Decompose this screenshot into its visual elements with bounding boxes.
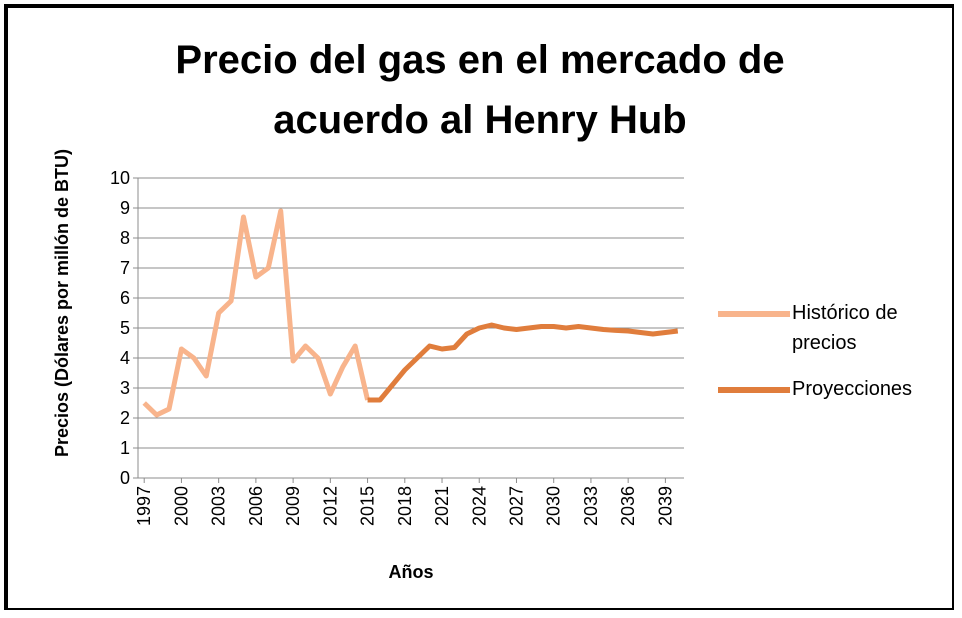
y-tick-label: 10	[110, 168, 130, 188]
y-tick-label: 7	[120, 258, 130, 278]
legend-label: Histórico de precios	[792, 302, 898, 354]
y-tick-label: 5	[120, 318, 130, 338]
x-tick-label: 2033	[581, 486, 601, 526]
x-tick-label: 2006	[246, 486, 266, 526]
x-tick-label: 2012	[320, 486, 340, 526]
y-tick-label: 0	[120, 468, 130, 488]
x-tick-label: 2021	[432, 486, 452, 526]
x-tick-label: 2036	[618, 486, 638, 526]
x-tick-label: 1997	[134, 486, 154, 526]
y-tick-label: 9	[120, 198, 130, 218]
y-axis-title: Precios (Dólares por millón de BTU)	[52, 149, 72, 457]
x-tick-label: 2003	[209, 486, 229, 526]
x-tick-label: 2018	[395, 486, 415, 526]
y-tick-label: 3	[120, 378, 130, 398]
data-line	[142, 208, 371, 418]
legend-label: Proyecciones	[792, 378, 913, 400]
x-axis-title: Años	[389, 562, 434, 582]
x-tick-label: 2015	[358, 486, 378, 526]
chart-title: Precio del gas en el mercado de acuerdo …	[175, 38, 785, 142]
x-tick-label: 2024	[469, 486, 489, 526]
y-tick-label: 2	[120, 408, 130, 428]
x-tick-label: 2039	[655, 486, 675, 526]
y-tick-label: 1	[120, 438, 130, 458]
chart-border	[4, 4, 954, 610]
y-tick-label: 4	[120, 348, 130, 368]
x-tick-label: 2000	[171, 486, 191, 526]
y-tick-label: 8	[120, 228, 130, 248]
x-tick-label: 2009	[283, 486, 303, 526]
x-tick-label: 2027	[506, 486, 526, 526]
x-tick-label: 2030	[544, 486, 564, 526]
data-line	[367, 322, 679, 403]
y-tick-label: 6	[120, 288, 130, 308]
